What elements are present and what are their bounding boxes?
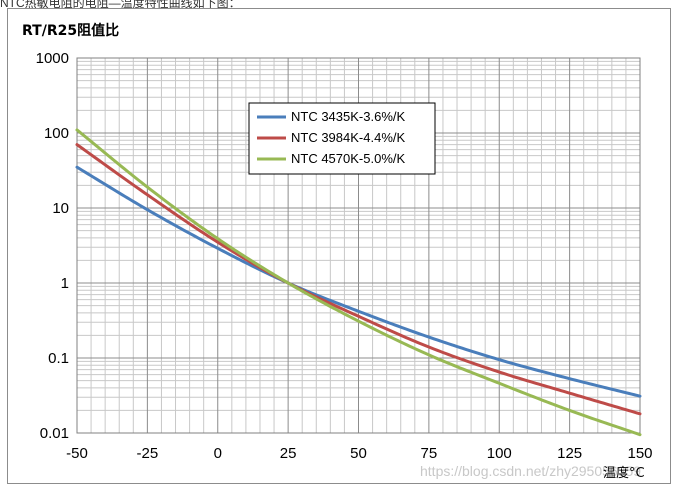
y-tick-label: 100 [44,125,69,142]
legend-entry-2: NTC 4570K-5.0%/K [291,151,405,166]
y-tick-label: 0.01 [40,425,69,442]
legend-entry-0: NTC 3435K-3.6%/K [291,109,405,124]
series-line-2 [75,128,642,437]
watermark-text: https://blog.csdn.net/zhy295056359 [420,463,641,479]
legend: NTC 3435K-3.6%/K NTC 3984K-4.4%/K NTC 45… [248,102,436,175]
x-tick-labels: -50 -25 0 25 50 75 100 125 150 [66,445,652,462]
x-axis-label: 温度°C [603,465,645,481]
x-tick-label: 150 [627,445,652,462]
x-tick-label: 75 [421,445,438,462]
x-tick-label: 125 [557,445,582,462]
x-tick-label: 100 [487,445,512,462]
y-axis-label: RT/R25阻值比 [22,22,119,39]
y-tick-labels: 1000 100 10 1 0.1 0.01 [36,50,69,442]
series-line-1 [75,143,642,416]
series-line-0 [75,165,642,398]
plot-area-border [76,57,641,434]
x-tick-label: -50 [66,445,88,462]
x-tick-label: 25 [280,445,297,462]
y-tick-label: 10 [52,200,69,217]
series-layer [75,128,642,437]
x-tick-label: -25 [137,445,159,462]
page-caption: NTC热敏电阻的电阻—温度特性曲线如下图： [0,0,241,10]
x-tick-label: 0 [214,445,222,462]
x-tick-label: 50 [350,445,367,462]
legend-entry-1: NTC 3984K-4.4%/K [291,130,405,145]
chart-frame [7,8,671,484]
y-tick-label: 1000 [36,50,69,67]
y-tick-label: 0.1 [48,350,69,367]
y-tick-label: 1 [61,275,69,292]
